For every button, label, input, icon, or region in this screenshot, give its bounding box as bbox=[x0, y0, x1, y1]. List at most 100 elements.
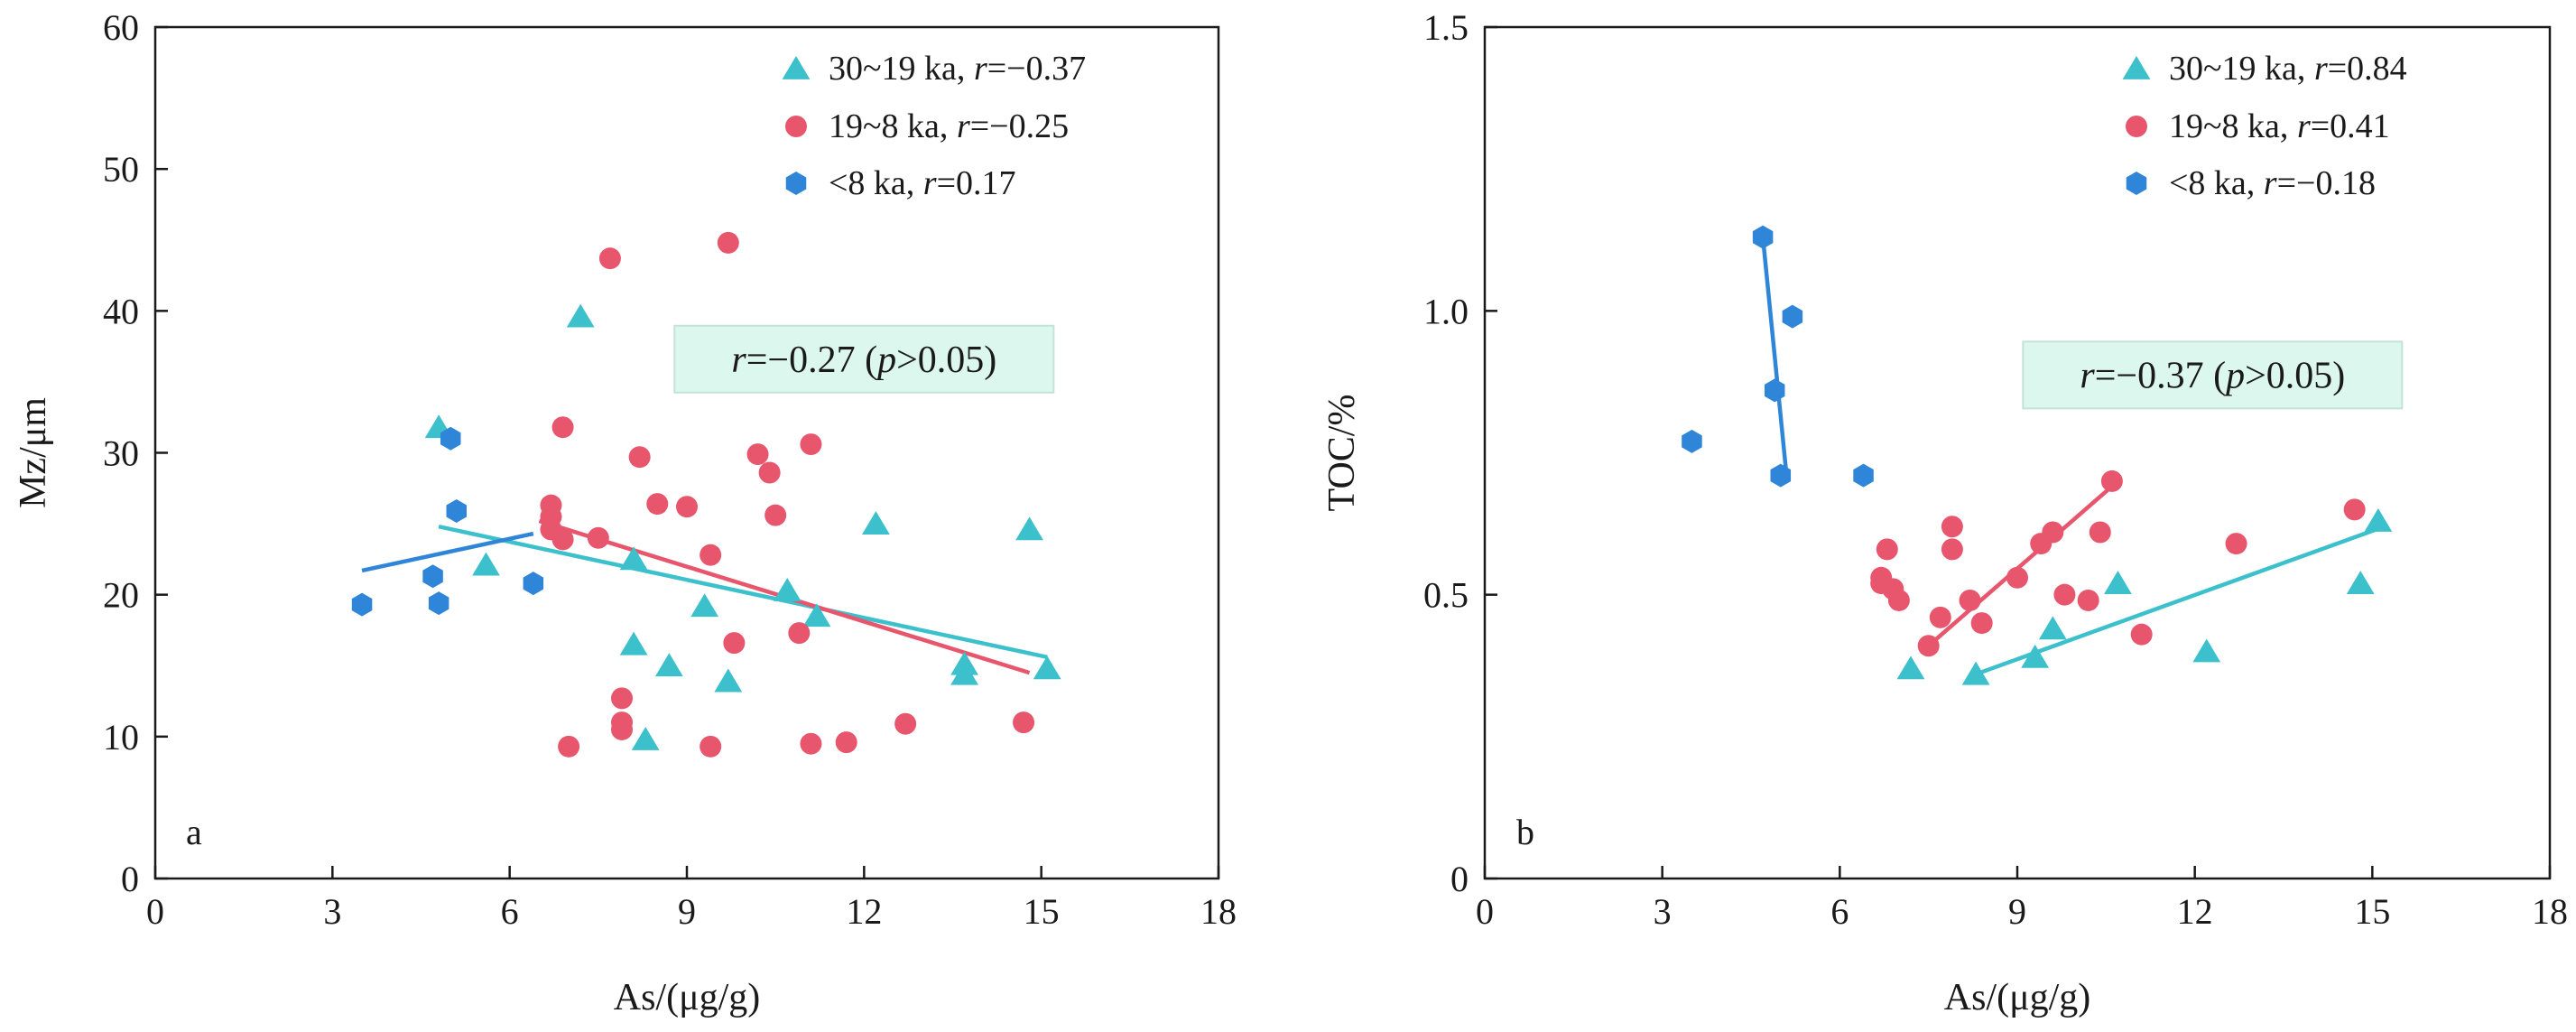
correlation-box bbox=[673, 324, 1055, 394]
data-point-circle bbox=[551, 528, 574, 551]
plot-frame bbox=[1483, 25, 2552, 880]
panel-label: b bbox=[1516, 812, 1534, 852]
data-point-triangle bbox=[2038, 616, 2067, 640]
plot-frame bbox=[153, 25, 1220, 880]
data-point-circle bbox=[1970, 612, 1993, 635]
data-point-hexagon bbox=[440, 426, 461, 451]
legend-marker-circle bbox=[2126, 116, 2147, 137]
data-point-circle bbox=[1959, 589, 1981, 611]
corr-r-symbol: r bbox=[2080, 355, 2095, 396]
data-point-circle bbox=[676, 496, 698, 518]
correlation-text: r=−0.37 (p>0.05) bbox=[2080, 355, 2345, 396]
x-tick-label: 0 bbox=[146, 891, 164, 932]
data-point-circle bbox=[835, 731, 857, 754]
y-tick-label: 1.0 bbox=[1423, 291, 1469, 331]
data-point-circle bbox=[1941, 538, 1963, 561]
data-point-circle bbox=[1929, 606, 1951, 628]
x-tick-label: 15 bbox=[1024, 891, 1060, 932]
legend-r-symbol: r bbox=[974, 50, 987, 88]
legend-series-name: <8 ka, bbox=[2169, 164, 2264, 202]
panel-b: 0 3 6 9 12 15 18 0 0.5 1.0 1.5 As/(μg/g) TOC/% 30~19 … bbox=[1321, 7, 2568, 1018]
data-point-triangle bbox=[1033, 655, 1061, 680]
fit-line bbox=[361, 531, 534, 573]
x-tick-label: 9 bbox=[678, 891, 696, 932]
x-tick-label: 0 bbox=[1476, 891, 1494, 932]
corr-r-value: =−0.27 ( bbox=[746, 339, 877, 381]
data-point-triangle bbox=[2021, 644, 2050, 668]
x-tick-label: 18 bbox=[1200, 891, 1237, 932]
x-axis-title: As/(μg/g) bbox=[1944, 977, 2091, 1018]
x-tick-label: 6 bbox=[1830, 891, 1849, 932]
y-tick-label: 0 bbox=[1450, 859, 1469, 899]
correlation-text: r=−0.27 (p>0.05) bbox=[731, 339, 996, 381]
data-point-triangle bbox=[619, 631, 648, 655]
x-tick-label: 9 bbox=[2008, 891, 2026, 932]
legend-marker-hexagon bbox=[785, 172, 807, 195]
data-point-circle bbox=[1917, 635, 1940, 657]
data-point-hexagon bbox=[446, 498, 468, 523]
data-point-circle bbox=[2077, 589, 2099, 611]
data-point-hexagon bbox=[422, 564, 443, 589]
data-point-triangle bbox=[2104, 571, 2132, 594]
legend-r-value: =−0.25 bbox=[970, 107, 1069, 145]
x-tick-label: 3 bbox=[1654, 891, 1672, 932]
y-axis-title: Mz/μm bbox=[13, 397, 54, 508]
data-point-circle bbox=[717, 231, 739, 254]
legend-r-value: =0.17 bbox=[937, 164, 1016, 202]
legend-marker-hexagon bbox=[2126, 172, 2147, 195]
legend-series-name: 19~8 ka, bbox=[829, 107, 957, 145]
data-point-circle bbox=[628, 446, 651, 469]
y-tick-label: 30 bbox=[103, 433, 139, 474]
legend-r-symbol: r bbox=[957, 107, 970, 145]
data-point-circle bbox=[598, 247, 621, 270]
data-point-hexagon bbox=[1770, 463, 1792, 488]
data-point-hexagon bbox=[1752, 225, 1774, 249]
data-point-circle bbox=[700, 735, 722, 758]
legend-entry: 30~19 ka, r=0.84 bbox=[2169, 50, 2407, 88]
y-tick-label: 0.5 bbox=[1423, 575, 1469, 616]
data-point-hexagon bbox=[523, 572, 544, 596]
x-tick-label: 18 bbox=[2532, 891, 2568, 932]
y-tick-label: 40 bbox=[103, 291, 139, 331]
data-point-circle bbox=[2100, 470, 2123, 492]
data-point-circle bbox=[2006, 566, 2028, 589]
data-point-circle bbox=[1013, 711, 1035, 734]
y-tick-label: 10 bbox=[103, 717, 139, 758]
legend-r-symbol: r bbox=[923, 164, 937, 202]
data-point-circle bbox=[894, 712, 917, 735]
y-tick-label: 50 bbox=[103, 149, 139, 190]
data-point-triangle bbox=[654, 653, 683, 677]
corr-r-symbol: r bbox=[731, 339, 746, 381]
data-point-circle bbox=[723, 632, 746, 655]
data-point-triangle bbox=[631, 726, 660, 750]
y-tick-label: 20 bbox=[103, 575, 139, 616]
x-tick-label: 12 bbox=[846, 891, 882, 932]
x-tick-label: 6 bbox=[501, 891, 519, 932]
y-tick-label: 0 bbox=[121, 859, 139, 899]
x-tick-label: 3 bbox=[323, 891, 341, 932]
legend-r-value: =−0.37 bbox=[987, 50, 1086, 88]
data-point-triangle bbox=[2192, 638, 2221, 663]
fit-line bbox=[1975, 525, 2386, 676]
corr-p-symbol: p bbox=[875, 339, 896, 381]
data-point-circle bbox=[2089, 521, 2111, 544]
fit-line bbox=[1760, 237, 1789, 476]
corr-r-value: =−0.37 ( bbox=[2095, 355, 2226, 396]
data-point-triangle bbox=[802, 603, 831, 628]
y-axis-title: TOC/% bbox=[1321, 395, 1363, 512]
legend-entry: <8 ka, r=0.17 bbox=[829, 164, 1016, 202]
data-point-circle bbox=[1941, 516, 1963, 538]
fit-line bbox=[438, 525, 1048, 660]
corr-p-value: >0.05) bbox=[896, 339, 996, 381]
legend-r-symbol: r bbox=[2297, 107, 2311, 145]
data-point-circle bbox=[800, 433, 822, 456]
legend-entry: <8 ka, r=−0.18 bbox=[2169, 164, 2376, 202]
corr-p-value: >0.05) bbox=[2245, 355, 2345, 396]
data-point-triangle bbox=[862, 511, 890, 535]
legend-series-name: 30~19 ka, bbox=[829, 50, 974, 88]
data-point-hexagon bbox=[351, 592, 373, 617]
data-point-hexagon bbox=[1764, 378, 1785, 403]
